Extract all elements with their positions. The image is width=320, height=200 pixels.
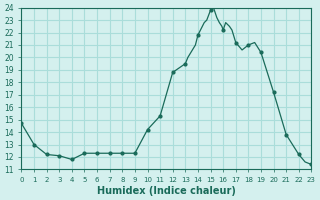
X-axis label: Humidex (Indice chaleur): Humidex (Indice chaleur) [97, 186, 236, 196]
